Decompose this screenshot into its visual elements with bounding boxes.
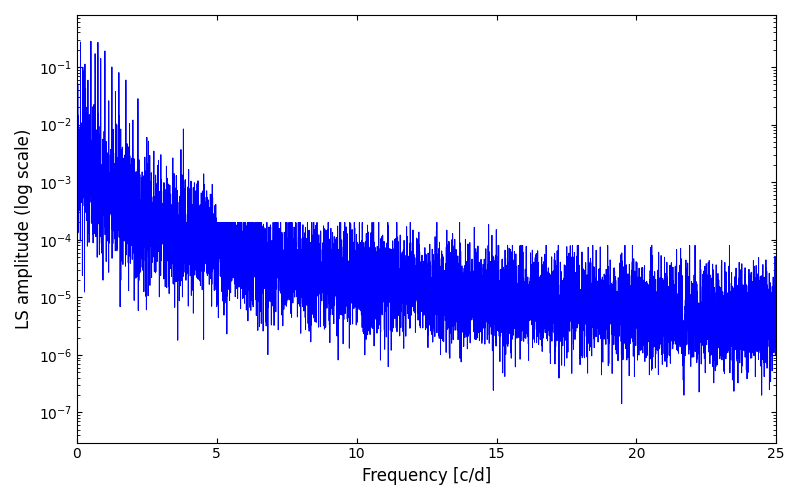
X-axis label: Frequency [c/d]: Frequency [c/d] (362, 467, 491, 485)
Y-axis label: LS amplitude (log scale): LS amplitude (log scale) (15, 128, 33, 329)
